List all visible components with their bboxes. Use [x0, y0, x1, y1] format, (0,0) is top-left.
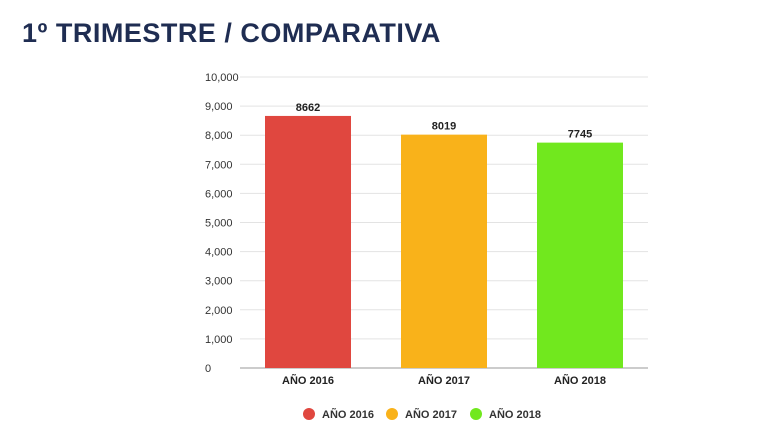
- y-tick-label: 4,000: [205, 247, 233, 259]
- y-tick-label: 8,000: [205, 130, 233, 142]
- y-tick-label: 6,000: [205, 188, 233, 200]
- data-label: 8662: [296, 102, 320, 114]
- x-tick-label: AÑO 2018: [554, 374, 606, 387]
- bar: [401, 134, 487, 368]
- x-tick-label: AÑO 2016: [282, 374, 334, 387]
- y-tick-label: 3,000: [205, 276, 233, 288]
- legend-label: AÑO 2016: [322, 408, 374, 421]
- bar: [537, 142, 623, 368]
- legend-label: AÑO 2018: [489, 408, 541, 421]
- legend-marker: [303, 408, 315, 420]
- page-title: 1º TRIMESTRE / COMPARATIVA: [22, 18, 441, 48]
- y-tick-label: 0: [205, 363, 211, 375]
- data-label: 7745: [568, 129, 592, 141]
- legend-marker: [386, 408, 398, 420]
- data-label: 8019: [432, 121, 456, 133]
- y-tick-label: 10,000: [205, 72, 239, 84]
- y-tick-label: 9,000: [205, 101, 233, 113]
- x-tick-label: AÑO 2017: [418, 374, 470, 387]
- legend-marker: [470, 408, 482, 420]
- y-tick-label: 5,000: [205, 218, 233, 230]
- y-tick-label: 7,000: [205, 159, 233, 171]
- bar: [265, 115, 351, 369]
- y-tick-label: 2,000: [205, 305, 233, 317]
- legend-label: AÑO 2017: [405, 408, 457, 421]
- y-tick-label: 1,000: [205, 334, 233, 346]
